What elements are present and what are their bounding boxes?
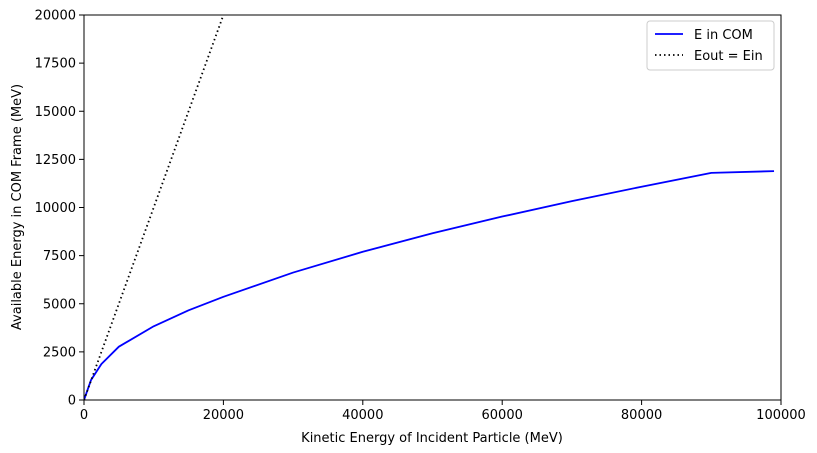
x-axis-ticks: 0 20000 40000 60000 80000 100000: [80, 400, 806, 423]
y-tick-label: 2500: [43, 345, 76, 360]
legend-label-e-in-com: E in COM: [694, 28, 753, 43]
x-tick-label: 100000: [756, 408, 806, 423]
plot-background: [84, 15, 781, 400]
y-tick-label: 12500: [35, 153, 76, 168]
x-tick-label: 20000: [203, 408, 244, 423]
x-tick-label: 80000: [621, 408, 662, 423]
y-tick-label: 15000: [35, 105, 76, 120]
series-line-0: [84, 170, 775, 400]
x-tick-label: 40000: [342, 408, 383, 423]
y-tick-label: 5000: [43, 297, 76, 312]
x-axis-label: Kinetic Energy of Incident Particle (MeV…: [301, 431, 563, 446]
y-tick-label: 17500: [35, 57, 76, 72]
y-axis-ticks: 0 2500 5000 7500 10000 12500 15000 17500 20000: [35, 9, 84, 409]
y-tick-label: 7500: [43, 249, 76, 264]
x-tick-label: 60000: [482, 408, 523, 423]
y-tick-label: 10000: [35, 201, 76, 216]
series-layer: [84, 15, 775, 400]
legend-label-eout-ein: Eout = Ein: [694, 49, 763, 64]
y-axis-label: Available Energy in COM Frame (MeV): [10, 84, 25, 330]
y-tick-label: 0: [68, 394, 76, 409]
series-line-1: [84, 15, 225, 400]
x-tick-label: 0: [80, 408, 88, 423]
legend: E in COM Eout = Ein: [646, 20, 775, 71]
y-tick-label: 20000: [35, 9, 76, 24]
